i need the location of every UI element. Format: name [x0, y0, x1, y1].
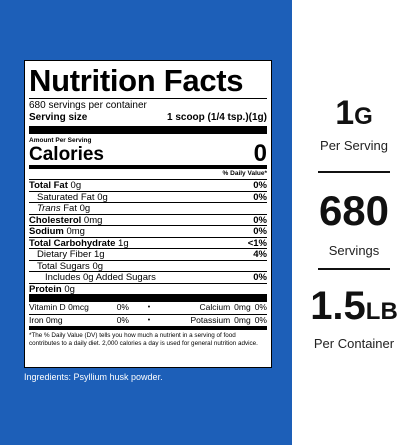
- nutrient-row-dietary-fiber: Dietary Fiber 1g 4%: [29, 248, 267, 260]
- stats-panel: [292, 0, 416, 445]
- nutrient-row-cholesterol: Cholesterol 0mg 0%: [29, 213, 267, 226]
- stat-unit: G: [354, 103, 373, 130]
- bullet-separator: •: [147, 304, 151, 312]
- stat-label: Per Container: [313, 336, 395, 351]
- servings-per-container: 680 servings per container: [29, 100, 147, 111]
- nutrient-dv: 0%: [253, 214, 267, 226]
- nutrient-name: Includes 0g Added Sugars: [45, 272, 156, 283]
- vitamin-dv: 0%: [116, 302, 129, 313]
- nutrient-name: Dietary Fiber: [37, 249, 92, 260]
- serving-size-value: 1 scoop (1/4 tsp.)(1g): [166, 112, 267, 123]
- nutrient-amount: 0mg: [66, 226, 85, 237]
- divider: [29, 313, 267, 315]
- stat-unit: LB: [365, 298, 398, 325]
- nutrient-row-total-fat: Total Fat 0g 0%: [29, 179, 267, 191]
- stat-divider: [318, 268, 390, 270]
- nutrient-dv: 0%: [253, 272, 267, 283]
- serving-size-label: Serving size: [29, 112, 88, 123]
- stat-label: Per Serving: [320, 138, 388, 153]
- nutrient-row-added-sugars: Includes 0g Added Sugars 0%: [29, 271, 267, 283]
- stat-label: Servings: [328, 243, 380, 258]
- nutrient-name: Total Sugars: [37, 260, 90, 272]
- stat-value: 680: [292, 186, 416, 243]
- vitamin-amount: 0mcg: [68, 302, 89, 313]
- nutrient-amount: 1g: [94, 249, 105, 260]
- stat-number: 680: [318, 187, 390, 234]
- stat-servings: 680 Servings: [292, 186, 416, 259]
- vitamin-left: Vitamin D 0mcg 0%: [29, 302, 129, 313]
- bullet-separator: •: [147, 316, 151, 324]
- thick-divider: [29, 126, 267, 134]
- vitamin-row-1: Vitamin D 0mcg 0% • Calcium 0mg 0%: [29, 302, 267, 314]
- nutrient-amount: 0g: [64, 283, 75, 295]
- vitamin-name: Iron: [29, 314, 44, 325]
- vitamin-amount: 0mg: [46, 314, 63, 325]
- nutrient-name: Protein: [29, 283, 62, 295]
- vitamin-left: Iron 0mg 0%: [29, 315, 129, 326]
- stat-serving-size: 1G Per Serving: [292, 92, 416, 154]
- vitamin-dv: 0%: [254, 302, 267, 313]
- nutrient-name-suffix: Fat: [63, 203, 77, 214]
- nutrient-dv: 0%: [253, 191, 267, 203]
- medium-divider: [29, 165, 267, 169]
- vitamin-right: Potassium 0mg 0%: [169, 315, 267, 326]
- stat-number: 1.5: [310, 284, 366, 328]
- calories-row: Calories 0: [29, 140, 267, 167]
- nutrient-row-total-sugars: Total Sugars 0g: [29, 259, 267, 272]
- nutrient-amount: 0g: [92, 260, 104, 272]
- serving-size-row: Serving size 1 scoop (1/4 tsp.)(1g): [29, 112, 267, 126]
- nutrient-amount: 0g: [70, 180, 82, 191]
- divider: [29, 98, 267, 99]
- vitamin-dv: 0%: [116, 314, 129, 325]
- stat-divider: [318, 171, 390, 173]
- nutrition-facts-label: Nutrition Facts 680 servings per contain…: [24, 60, 272, 368]
- nutrient-amount: 1g: [118, 237, 129, 249]
- nutrient-row-sodium: Sodium 0mg 0%: [29, 225, 267, 237]
- nutrient-dv: 4%: [253, 249, 267, 260]
- vitamin-name: Calcium: [199, 302, 231, 313]
- medium-divider: [29, 326, 267, 330]
- stat-number: 1: [335, 94, 355, 132]
- nutrient-name: Trans: [37, 203, 61, 214]
- vitamin-row-2: Iron 0mg 0% • Potassium 0mg 0%: [29, 315, 267, 327]
- nutrient-row-saturated-fat: Saturated Fat 0g 0%: [29, 190, 267, 203]
- vitamin-amount: 0mg: [234, 314, 251, 325]
- daily-value-header: % Daily Value*: [222, 170, 267, 177]
- nutrient-amount: 0mg: [83, 214, 103, 226]
- nutrient-row-protein: Protein 0g: [29, 282, 267, 295]
- stat-container-weight: 1.5LB Per Container: [292, 282, 416, 352]
- stat-value: 1.5LB: [292, 282, 416, 336]
- nutrient-name: Sodium: [29, 226, 64, 237]
- nutrient-name: Saturated Fat: [37, 191, 95, 203]
- nutrient-row-total-carbohydrate: Total Carbohydrate 1g <1%: [29, 236, 267, 249]
- calories-label: Calories: [29, 144, 104, 165]
- daily-value-footnote: *The % Daily Value (DV) tells you how mu…: [29, 332, 258, 347]
- nutrient-dv: <1%: [247, 237, 267, 249]
- nutrient-dv: 0%: [253, 180, 267, 191]
- nutrient-name: Total Carbohydrate: [29, 237, 116, 249]
- thick-divider: [29, 294, 267, 302]
- nutrient-amount: 0g: [97, 191, 108, 203]
- vitamin-name: Potassium: [190, 314, 231, 325]
- nutrient-amount: 0g: [79, 203, 91, 214]
- vitamin-name: Vitamin D: [29, 302, 66, 313]
- ingredients-text: Ingredients: Psyllium husk powder.: [24, 372, 163, 382]
- nutrition-facts-title: Nutrition Facts: [29, 63, 244, 98]
- vitamin-right: Calcium 0mg 0%: [169, 302, 267, 313]
- stat-value: 1G: [292, 92, 416, 138]
- nutrient-name: Cholesterol: [29, 214, 82, 226]
- vitamin-dv: 0%: [254, 314, 267, 325]
- amount-per-serving: Amount Per Serving: [29, 137, 92, 144]
- vitamin-amount: 0mg: [234, 302, 251, 313]
- nutrient-row-trans-fat: Trans Fat 0g: [29, 202, 267, 214]
- nutrient-name: Total Fat: [29, 180, 68, 191]
- calories-value: 0: [253, 140, 267, 167]
- nutrient-dv: 0%: [253, 226, 267, 237]
